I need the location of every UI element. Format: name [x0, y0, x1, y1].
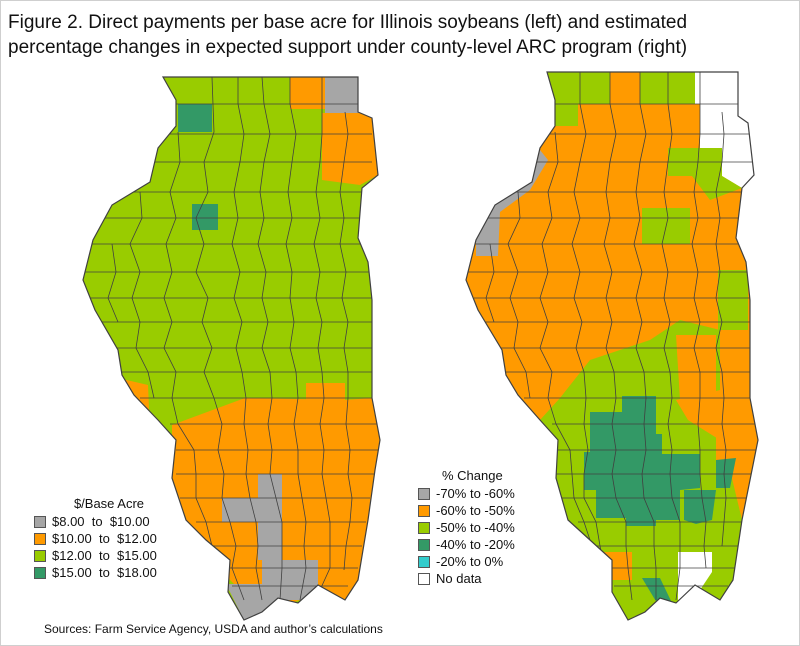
right-legend-item: -20% to 0%: [418, 553, 548, 570]
legend-swatch: [34, 515, 46, 528]
legend-label: $12.00 to $15.00: [52, 548, 157, 563]
west-gray: [476, 150, 548, 256]
right-legend-item: -70% to -60%: [418, 485, 548, 502]
legend-swatch: [34, 532, 46, 545]
legend-label: $10.00 to $12.00: [52, 531, 157, 546]
legend-swatch: [418, 487, 430, 500]
se-orange-1: [676, 335, 716, 400]
right-legend: % Change -70% to -60% -60% to -50% -50% …: [418, 468, 548, 587]
se-orange-2: [716, 400, 758, 470]
left-county-lines: [85, 77, 380, 601]
legend-swatch: [418, 555, 430, 568]
legend-label: -70% to -60%: [436, 486, 515, 501]
east-lightgreen-2: [718, 270, 748, 330]
left-legend: $/Base Acre $8.00 to $10.00 $10.00 to $1…: [34, 496, 184, 581]
lake-gray: [325, 77, 365, 113]
legend-swatch: [418, 521, 430, 534]
legend-swatch: [418, 572, 430, 585]
left-legend-item: $8.00 to $10.00: [34, 513, 184, 530]
bureau-darkgreen: [192, 204, 218, 230]
se-darkgreen: [684, 490, 716, 524]
legend-swatch: [418, 538, 430, 551]
left-legend-item: $10.00 to $12.00: [34, 530, 184, 547]
legend-label: No data: [436, 571, 482, 586]
figure-title: Figure 2. Direct payments per base acre …: [8, 10, 788, 60]
south-gray-2: [258, 474, 282, 560]
legend-swatch: [34, 566, 46, 579]
jodaviess-darkgreen: [178, 104, 212, 132]
legend-swatch: [418, 504, 430, 517]
se-nodata: [678, 552, 712, 600]
legend-label: $8.00 to $10.00: [52, 514, 150, 529]
title-line-1: Figure 2. Direct payments per base acre …: [8, 12, 688, 33]
right-legend-item: -50% to -40%: [418, 519, 548, 536]
source-note: Sources: Farm Service Agency, USDA and a…: [44, 622, 383, 636]
south-gray-1: [222, 498, 258, 522]
right-legend-item: -40% to -20%: [418, 536, 548, 553]
north-lightgreen: [547, 72, 695, 104]
right-county-lines: [468, 72, 758, 601]
cook-orange: [322, 113, 378, 185]
left-state-outline: [82, 76, 381, 621]
legend-swatch: [34, 549, 46, 562]
right-legend-item: No data: [418, 570, 548, 587]
champaign-orange: [306, 383, 345, 400]
south-tip-gray: [226, 560, 318, 620]
left-legend-title: $/Base Acre: [73, 496, 145, 511]
legend-label: -40% to -20%: [436, 537, 515, 552]
western-bend-orange: [118, 378, 150, 430]
legend-label: $15.00 to $18.00: [52, 565, 157, 580]
title-line-2: percentage changes in expected support u…: [8, 37, 688, 58]
legend-label: -20% to 0%: [436, 554, 504, 569]
arc-change-map: [466, 72, 758, 620]
east-lightgreen-1: [668, 148, 742, 200]
left-legend-item: $12.00 to $15.00: [34, 547, 184, 564]
right-legend-title: % Change: [442, 468, 503, 483]
legend-label: -50% to -40%: [436, 520, 515, 535]
e-darkgreen: [716, 458, 736, 488]
legend-label: -60% to -50%: [436, 503, 515, 518]
left-legend-item: $15.00 to $18.00: [34, 564, 184, 581]
right-legend-item: -60% to -50%: [418, 502, 548, 519]
right-state-outline: [465, 71, 759, 621]
